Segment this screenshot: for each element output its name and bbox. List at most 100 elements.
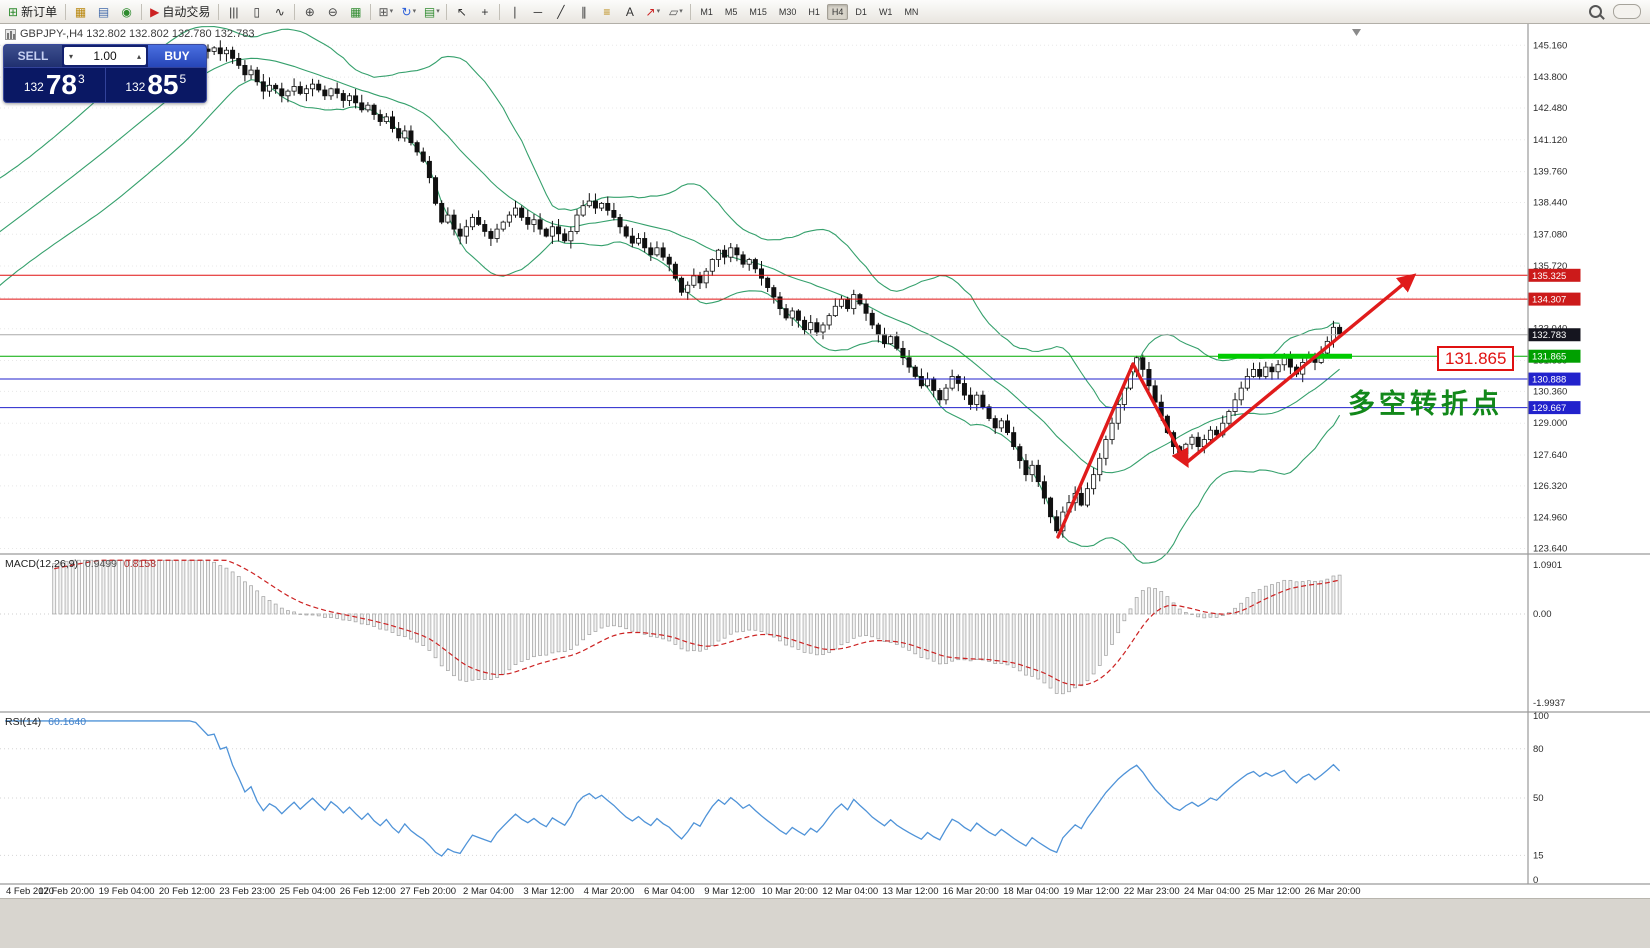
chart-shift-marker[interactable] [1352, 29, 1361, 36]
channel-icon: ∥ [580, 4, 587, 19]
chevron-down-icon[interactable]: ▾ [389, 8, 394, 15]
rsi-scale-label: 80 [1533, 744, 1544, 755]
profiles-icon[interactable]: ▤ [92, 2, 115, 22]
price-tag [1528, 292, 1581, 306]
timeframe-M30[interactable]: M30 [778, 6, 797, 17]
autotrade-button[interactable]: ▶ 自动交易 [145, 2, 215, 22]
candle [863, 303, 869, 314]
candle [340, 93, 346, 101]
zoom-out-icon[interactable]: ⊖ [321, 2, 344, 22]
price-axis-label: 141.120 [1533, 135, 1567, 146]
candle [875, 324, 881, 335]
timeframe-D1[interactable]: D1 [855, 6, 867, 17]
candle [1035, 464, 1041, 483]
candle [1084, 488, 1090, 506]
chevron-down-icon[interactable]: ▾ [679, 8, 683, 15]
candle-chart-icon[interactable]: ▯ [245, 2, 268, 22]
timeframe-W1[interactable]: W1 [878, 6, 893, 17]
candle [297, 86, 303, 94]
trendline-icon[interactable]: ╱ [549, 2, 572, 22]
chevron-down-icon[interactable]: ▾ [412, 8, 417, 15]
vertical-line-icon[interactable]: ∣ [503, 2, 526, 22]
horizontal-line-icon[interactable]: ─ [526, 2, 549, 22]
annotation-text[interactable]: 多空转折点 [1348, 388, 1503, 419]
timeframe-M15[interactable]: M15 [749, 6, 767, 17]
community-icon[interactable]: ◉ [115, 2, 138, 22]
gridlines [0, 44, 1528, 550]
candle [1238, 387, 1244, 401]
toolbar-separator [499, 3, 501, 20]
candle [223, 49, 229, 55]
candle [1048, 497, 1054, 518]
buy-price-display[interactable]: 132 85 5 [106, 68, 207, 102]
candle [697, 275, 703, 284]
candle [1214, 429, 1220, 436]
price-divider [104, 68, 106, 102]
new-order-button[interactable]: ⊞ 新订单 [3, 2, 62, 22]
candle [254, 69, 260, 83]
crosshair-icon[interactable]: + [473, 2, 496, 22]
price-tag [1528, 268, 1581, 282]
candle [1281, 357, 1287, 366]
sell-price-display[interactable]: 132 78 3 [4, 68, 105, 102]
channel-icon[interactable]: ∥ [572, 2, 595, 22]
fibonacci-icon[interactable]: ≡ [595, 2, 618, 22]
time-axis-label: 12 Mar 04:00 [822, 886, 878, 897]
cursor-icon[interactable]: ↖ [450, 2, 473, 22]
toolbar-right [1584, 2, 1647, 22]
timeframe-M5[interactable]: M5 [724, 6, 738, 17]
volume-decrease-button[interactable]: ▾ [68, 51, 73, 61]
candle [1041, 481, 1047, 499]
line-chart-icon[interactable]: ∿ [268, 2, 291, 22]
arrows-icon[interactable]: ↗ ▾ [641, 2, 664, 22]
text-icon[interactable]: A [618, 2, 641, 22]
trend-arrow-segment[interactable] [1056, 362, 1135, 539]
zoom-in-icon[interactable]: ⊕ [298, 2, 321, 22]
candle [279, 88, 285, 97]
toolbar-separator [218, 3, 220, 20]
candle [1054, 516, 1060, 532]
chevron-down-icon[interactable]: ▾ [436, 8, 440, 15]
price-tag-label: 131.865 [1532, 352, 1566, 363]
volume-increase-button[interactable]: ▴ [136, 51, 141, 61]
candle [365, 104, 371, 111]
chevron-down-icon[interactable]: ▾ [656, 8, 661, 15]
candle [580, 205, 586, 216]
candle [260, 81, 266, 92]
candle [795, 310, 801, 321]
auto-scroll-icon[interactable]: ↻ ▾ [397, 2, 420, 22]
candle [949, 376, 955, 389]
candle [654, 247, 660, 256]
timeframe-H1[interactable]: H1 [808, 6, 820, 17]
timeframe-MN[interactable]: MN [904, 6, 919, 17]
candle [752, 259, 758, 270]
timeframe-H4[interactable]: H4 [826, 3, 849, 20]
sell-button[interactable]: SELL [4, 45, 62, 67]
time-axis-label: 25 Mar 12:00 [1244, 886, 1300, 897]
quick-search-box[interactable] [1613, 4, 1641, 19]
bar-chart-icon[interactable]: ||| [222, 2, 245, 22]
time-axis-label: 17 Feb 20:00 [38, 886, 94, 897]
charts-window-icon[interactable]: ▦ [69, 2, 92, 22]
volume-input[interactable]: 1.00 [93, 49, 117, 63]
candle [562, 233, 568, 242]
trend-arrow-segment[interactable] [1131, 362, 1189, 468]
templates-icon[interactable]: ▤ ▾ [420, 2, 443, 22]
trend-arrow-segment[interactable] [1184, 273, 1417, 465]
price-axis-label: 124.960 [1533, 513, 1567, 524]
candle [740, 254, 746, 265]
candle [334, 88, 340, 94]
timeframe-M1[interactable]: M1 [700, 6, 713, 17]
new-chart-icon[interactable]: ⊞ ▾ [374, 2, 397, 22]
volume-box: ▾ 1.00 ▴ [64, 47, 146, 65]
candle [506, 214, 512, 223]
price-callout-box[interactable]: 131.865 [1437, 346, 1515, 371]
candle [469, 217, 475, 228]
candle [482, 224, 488, 232]
candle [808, 322, 814, 331]
shapes-icon[interactable]: ▱ ▾ [664, 2, 687, 22]
search-icon[interactable] [1584, 2, 1607, 22]
tile-windows-icon[interactable]: ▦ [344, 2, 367, 22]
buy-button[interactable]: BUY [148, 45, 206, 67]
